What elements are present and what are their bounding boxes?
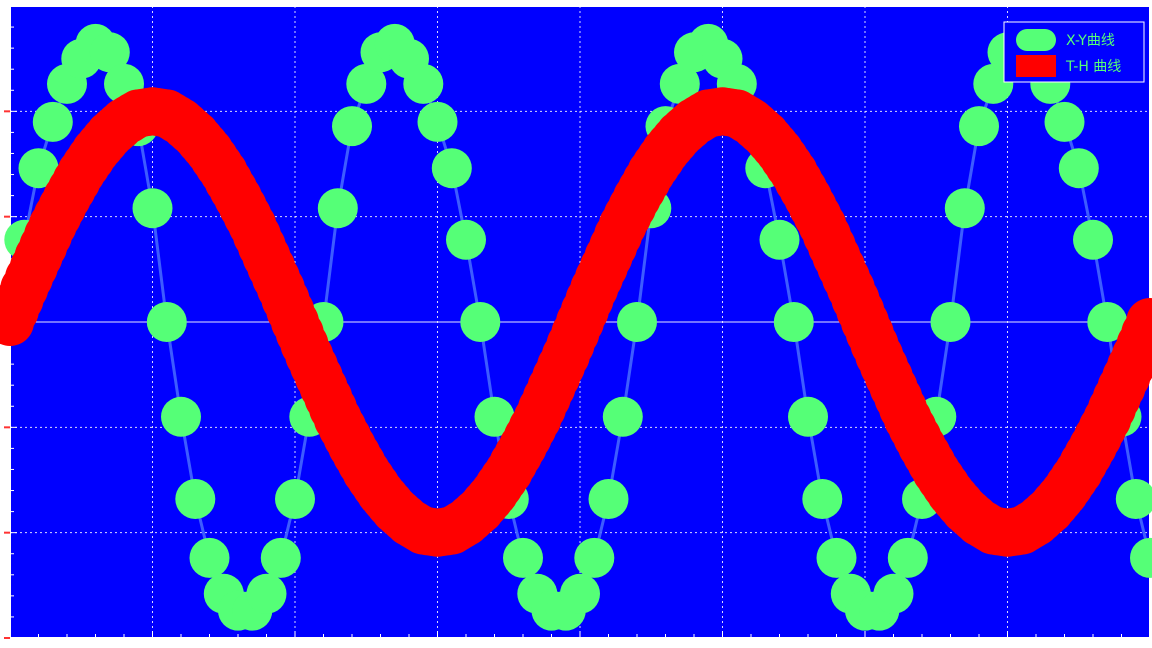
series-point-xy <box>574 537 615 578</box>
series-point-xy <box>588 479 629 519</box>
series-point-xy <box>602 396 643 437</box>
series-point-xy <box>802 479 843 519</box>
legend-swatch-th <box>1016 55 1056 77</box>
series-point-xy <box>260 537 301 578</box>
legend-swatch-xy <box>1016 29 1056 51</box>
series-point-xy <box>973 63 1014 104</box>
series-point-xy <box>1044 101 1085 142</box>
series-point-xy <box>944 188 985 229</box>
series-point-xy <box>759 219 800 260</box>
series-point-xy <box>146 302 187 342</box>
series-point-xy <box>1130 537 1152 578</box>
series-point-xy <box>317 188 358 229</box>
series-point-xy <box>560 573 600 614</box>
series-layer <box>0 23 1152 631</box>
series-point-xy <box>773 302 814 342</box>
series-point-xy <box>816 537 857 578</box>
series-point-xy <box>659 63 700 104</box>
series-point-xy <box>887 537 928 578</box>
series-point-xy <box>403 63 444 104</box>
series-point-xy <box>175 479 216 519</box>
series-point-xy <box>18 148 59 189</box>
series-point-xy <box>32 101 73 142</box>
series-point-xy <box>275 479 315 519</box>
series-point-xy <box>1115 479 1152 519</box>
series-point-xy <box>332 106 372 147</box>
series-point-xy <box>417 101 458 142</box>
series-point-xy <box>788 396 828 437</box>
series-point-xy <box>132 188 173 229</box>
series-point-xy <box>446 219 486 260</box>
series-point-xy <box>873 573 914 614</box>
series-point-xy <box>161 396 201 437</box>
legend-label-th: T-H 曲线 <box>1065 59 1121 75</box>
series-point-xy <box>1087 302 1128 342</box>
series-point-xy <box>346 63 387 104</box>
series-point-xy <box>959 106 999 147</box>
series-point-th-fill <box>1121 309 1152 358</box>
series-point-xy <box>431 148 472 189</box>
series-point-xy <box>503 537 543 578</box>
legend: X-Y曲线 T-H 曲线 <box>1003 21 1145 83</box>
legend-item-xy: X-Y曲线 <box>1016 29 1115 51</box>
series-point-xy <box>474 396 515 437</box>
series-point-xy <box>189 537 230 578</box>
series-point-xy <box>460 302 501 342</box>
series-point-xy <box>1073 219 1113 260</box>
series-point-xy <box>617 302 657 342</box>
series-point-xy <box>1058 148 1099 189</box>
legend-item-th: T-H 曲线 <box>1016 55 1121 77</box>
series-point-xy <box>246 573 287 614</box>
series-point-xy <box>930 302 971 342</box>
legend-label-xy: X-Y曲线 <box>1066 33 1115 49</box>
series-point-xy <box>89 32 130 73</box>
